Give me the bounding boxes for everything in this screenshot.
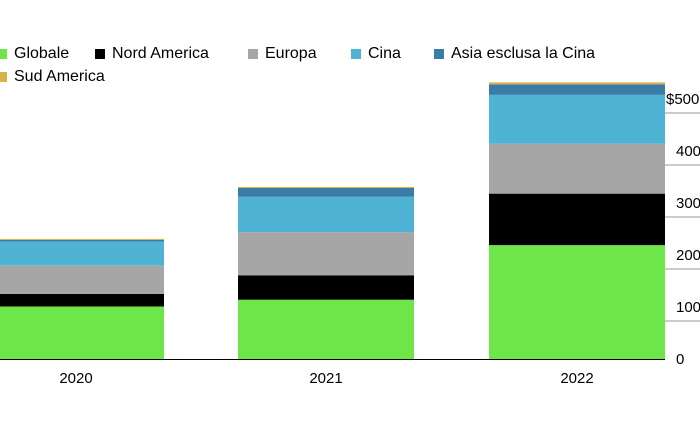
legend-swatch bbox=[95, 49, 105, 59]
y-tick-label: 100 bbox=[676, 299, 700, 316]
legend-item-cina: Cina bbox=[351, 45, 401, 63]
legend-item-europa: Europa bbox=[248, 45, 317, 63]
legend-label: Asia esclusa la Cina bbox=[451, 45, 596, 62]
bar-segment-sud-america-2020 bbox=[0, 238, 164, 240]
legend-label: Nord America bbox=[112, 45, 209, 62]
bar-segment-globale-2020 bbox=[0, 306, 164, 359]
legend-swatch bbox=[351, 49, 361, 59]
bar-segment-europa-2020 bbox=[0, 265, 164, 294]
y-tick-label: 300 bbox=[676, 195, 700, 212]
x-tick-label: 2021 bbox=[309, 370, 342, 387]
x-tick-label: 2020 bbox=[59, 370, 92, 387]
bar-segment-sud-america-2021 bbox=[238, 186, 414, 188]
bar-segment-globale-2021 bbox=[238, 299, 414, 359]
x-tick-label: 2022 bbox=[560, 370, 593, 387]
y-tick-label: 400 bbox=[676, 143, 700, 160]
bar-segment-europa-2022 bbox=[489, 143, 665, 194]
y-tick-label: 0 bbox=[676, 351, 684, 368]
bar-segment-nord-america-2020 bbox=[0, 294, 164, 307]
bar-segment-asia-esclusa-la-cina-2021 bbox=[238, 187, 414, 197]
bar-segment-cina-2021 bbox=[238, 196, 414, 233]
legend-label: Sud America bbox=[14, 68, 105, 85]
y-tick-label: $500 bbox=[666, 91, 699, 108]
axis-layer: 0 100 200 300 400 $500 2020 2021 2022 bbox=[0, 91, 700, 387]
legend-swatch bbox=[248, 49, 258, 59]
legend-label: Europa bbox=[265, 45, 317, 62]
y-tick-label: 200 bbox=[676, 247, 700, 264]
legend-item-nord-america: Nord America bbox=[95, 45, 209, 63]
legend-item-sud-america: Sud America bbox=[0, 68, 105, 86]
bar-layer bbox=[0, 82, 665, 359]
bar-segment-asia-esclusa-la-cina-2020 bbox=[0, 239, 164, 242]
bar-segment-nord-america-2022 bbox=[489, 193, 665, 246]
bar-segment-sud-america-2022 bbox=[489, 82, 665, 85]
legend-swatch bbox=[434, 49, 444, 59]
bar-segment-cina-2022 bbox=[489, 94, 665, 144]
legend-item-asia-esclusa-la-cina: Asia esclusa la Cina bbox=[434, 45, 595, 63]
grid-layer bbox=[665, 112, 700, 322]
legend-swatch bbox=[0, 49, 7, 59]
bar-segment-cina-2020 bbox=[0, 241, 164, 266]
bar-segment-globale-2022 bbox=[489, 245, 665, 359]
legend-swatch bbox=[0, 72, 7, 82]
legend-label: Cina bbox=[368, 45, 401, 62]
bar-segment-asia-esclusa-la-cina-2022 bbox=[489, 84, 665, 95]
bar-segment-nord-america-2021 bbox=[238, 275, 414, 300]
bar-segment-europa-2021 bbox=[238, 232, 414, 276]
legend-item-globale: Globale bbox=[0, 45, 69, 63]
legend-label: Globale bbox=[14, 45, 70, 62]
chart-legend: Globale Nord America Europa Cina Asia esclus… bbox=[0, 44, 700, 88]
